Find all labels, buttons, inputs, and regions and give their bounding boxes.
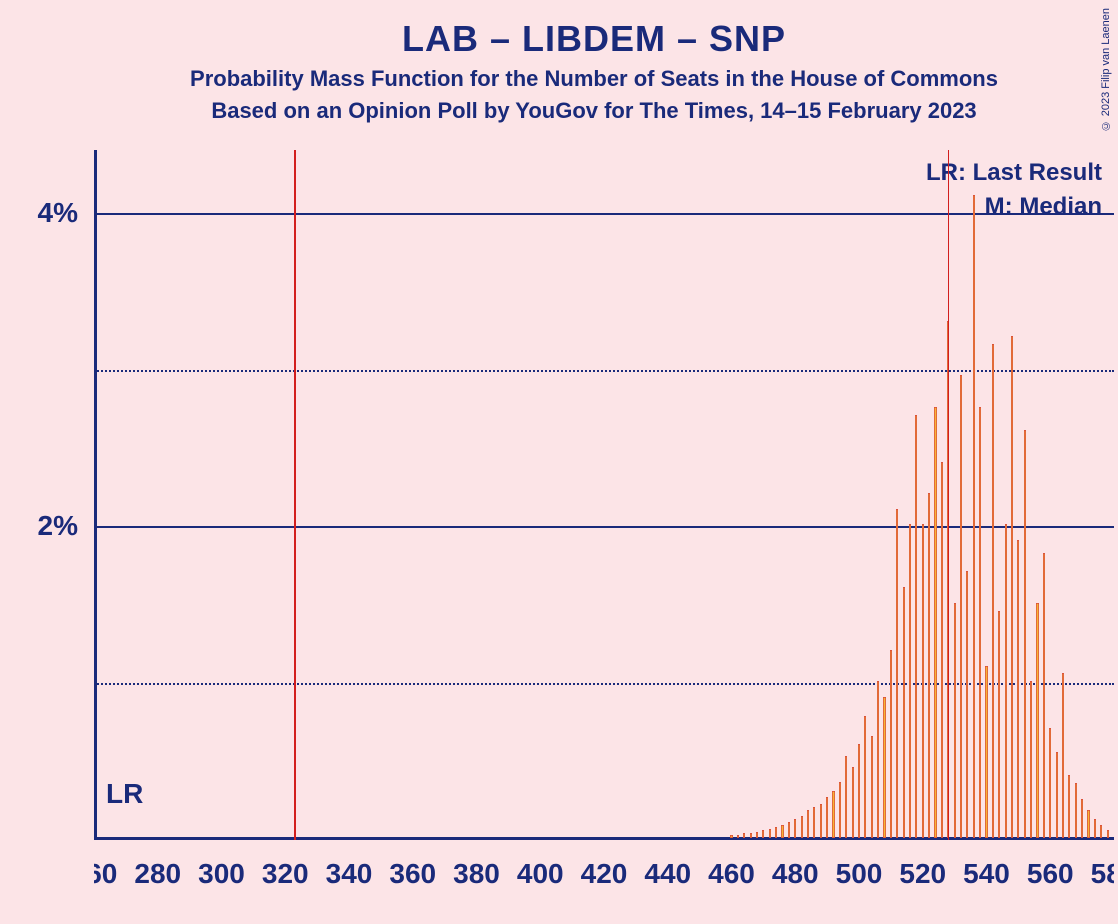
pmf-bar — [941, 462, 943, 838]
x-tick-label: 440 — [644, 858, 691, 890]
pmf-bar — [864, 716, 866, 838]
pmf-bar — [743, 833, 745, 838]
x-tick-label: 480 — [772, 858, 819, 890]
x-tick-label: 360 — [389, 858, 436, 890]
pmf-bar — [820, 804, 822, 839]
pmf-bar — [1068, 775, 1070, 838]
y-axis-line — [94, 150, 97, 840]
x-tick-label: 460 — [708, 858, 755, 890]
chart-subtitle-1: Probability Mass Function for the Number… — [70, 66, 1118, 92]
x-tick-label: 380 — [453, 858, 500, 890]
gridline-minor — [94, 370, 1114, 372]
y-axis-labels: 2% 4% — [0, 150, 88, 924]
pmf-bar — [1100, 825, 1102, 838]
pmf-bar — [1087, 810, 1089, 838]
pmf-bar — [928, 493, 930, 838]
pmf-bar — [1081, 799, 1083, 838]
pmf-bar — [807, 810, 809, 838]
x-tick-label: 520 — [899, 858, 946, 890]
pmf-bar — [801, 816, 803, 838]
last-result-label: LR — [106, 778, 143, 810]
pmf-bar — [934, 407, 936, 838]
pmf-bar — [992, 344, 994, 838]
plot-area: 2% 4% LR: Last Result M: Median LR 260 280… — [0, 150, 1118, 924]
pmf-bar — [1062, 673, 1064, 838]
pmf-bar — [839, 782, 841, 838]
x-tick-label: 300 — [198, 858, 245, 890]
pmf-bar — [826, 797, 828, 838]
x-tick-label: 260 — [94, 858, 117, 890]
pmf-bar — [1043, 553, 1045, 838]
pmf-bar — [998, 611, 1000, 838]
pmf-bar — [973, 195, 975, 838]
pmf-bar — [1030, 681, 1032, 838]
pmf-bar — [845, 756, 847, 838]
pmf-bar — [781, 825, 783, 838]
pmf-bar — [756, 832, 758, 838]
pmf-bar — [730, 835, 732, 838]
pmf-bar — [871, 736, 873, 838]
pmf-bar — [954, 603, 956, 838]
last-result-line — [294, 150, 296, 840]
pmf-bar — [1094, 819, 1096, 838]
copyright-text: © 2023 Filip van Laenen — [1100, 8, 1112, 131]
pmf-bar — [896, 509, 898, 838]
pmf-bar — [832, 791, 834, 838]
pmf-bar — [883, 697, 885, 838]
x-tick-label: 320 — [262, 858, 309, 890]
x-tick-label: 560 — [1027, 858, 1074, 890]
x-tick-label: 420 — [581, 858, 628, 890]
pmf-bar — [877, 681, 879, 838]
plot-region: LR: Last Result M: Median LR — [94, 150, 1114, 840]
y-tick-label: 2% — [38, 510, 78, 542]
gridline-major — [94, 213, 1114, 215]
pmf-bar — [737, 835, 739, 838]
legend-lr: LR: Last Result — [926, 156, 1102, 190]
legend-m: M: Median — [926, 190, 1102, 224]
pmf-bar — [775, 827, 777, 838]
pmf-bar — [915, 415, 917, 838]
pmf-bar — [1011, 336, 1013, 838]
chart-title: LAB – LIBDEM – SNP — [70, 18, 1118, 60]
pmf-bar — [909, 524, 911, 838]
x-tick-label: 580 — [1091, 858, 1114, 890]
chart-subtitle-2: Based on an Opinion Poll by YouGov for T… — [70, 98, 1118, 124]
pmf-bar — [1005, 524, 1007, 838]
pmf-bar — [903, 587, 905, 838]
pmf-bar — [794, 819, 796, 838]
x-tick-label: 280 — [134, 858, 181, 890]
pmf-bar — [1017, 540, 1019, 838]
pmf-bar — [762, 830, 764, 838]
pmf-bar — [890, 650, 892, 838]
pmf-bar — [813, 807, 815, 838]
pmf-bar — [1049, 728, 1051, 838]
pmf-bar — [960, 375, 962, 838]
x-tick-label: 540 — [963, 858, 1010, 890]
pmf-bar — [1024, 430, 1026, 838]
pmf-bar — [1075, 783, 1077, 838]
x-tick-label: 500 — [836, 858, 883, 890]
pmf-bar — [769, 829, 771, 838]
pmf-bar — [985, 666, 987, 839]
pmf-bar — [1056, 752, 1058, 838]
pmf-bar — [922, 524, 924, 838]
pmf-bar — [966, 571, 968, 838]
pmf-bar — [852, 767, 854, 838]
pmf-bar — [750, 833, 752, 838]
x-tick-label: 400 — [517, 858, 564, 890]
y-tick-label: 4% — [38, 197, 78, 229]
pmf-bar — [788, 822, 790, 838]
x-tick-label: 340 — [326, 858, 373, 890]
pmf-bar — [979, 407, 981, 838]
median-line — [948, 150, 950, 840]
x-axis-labels: 260 280 300 320 340 360 380 400 420 440 460 480 500 5… — [94, 858, 1114, 898]
pmf-bar — [1107, 830, 1109, 838]
title-block: LAB – LIBDEM – SNP Probability Mass Func… — [0, 0, 1118, 124]
pmf-bar — [1036, 603, 1038, 838]
pmf-bar — [858, 744, 860, 838]
